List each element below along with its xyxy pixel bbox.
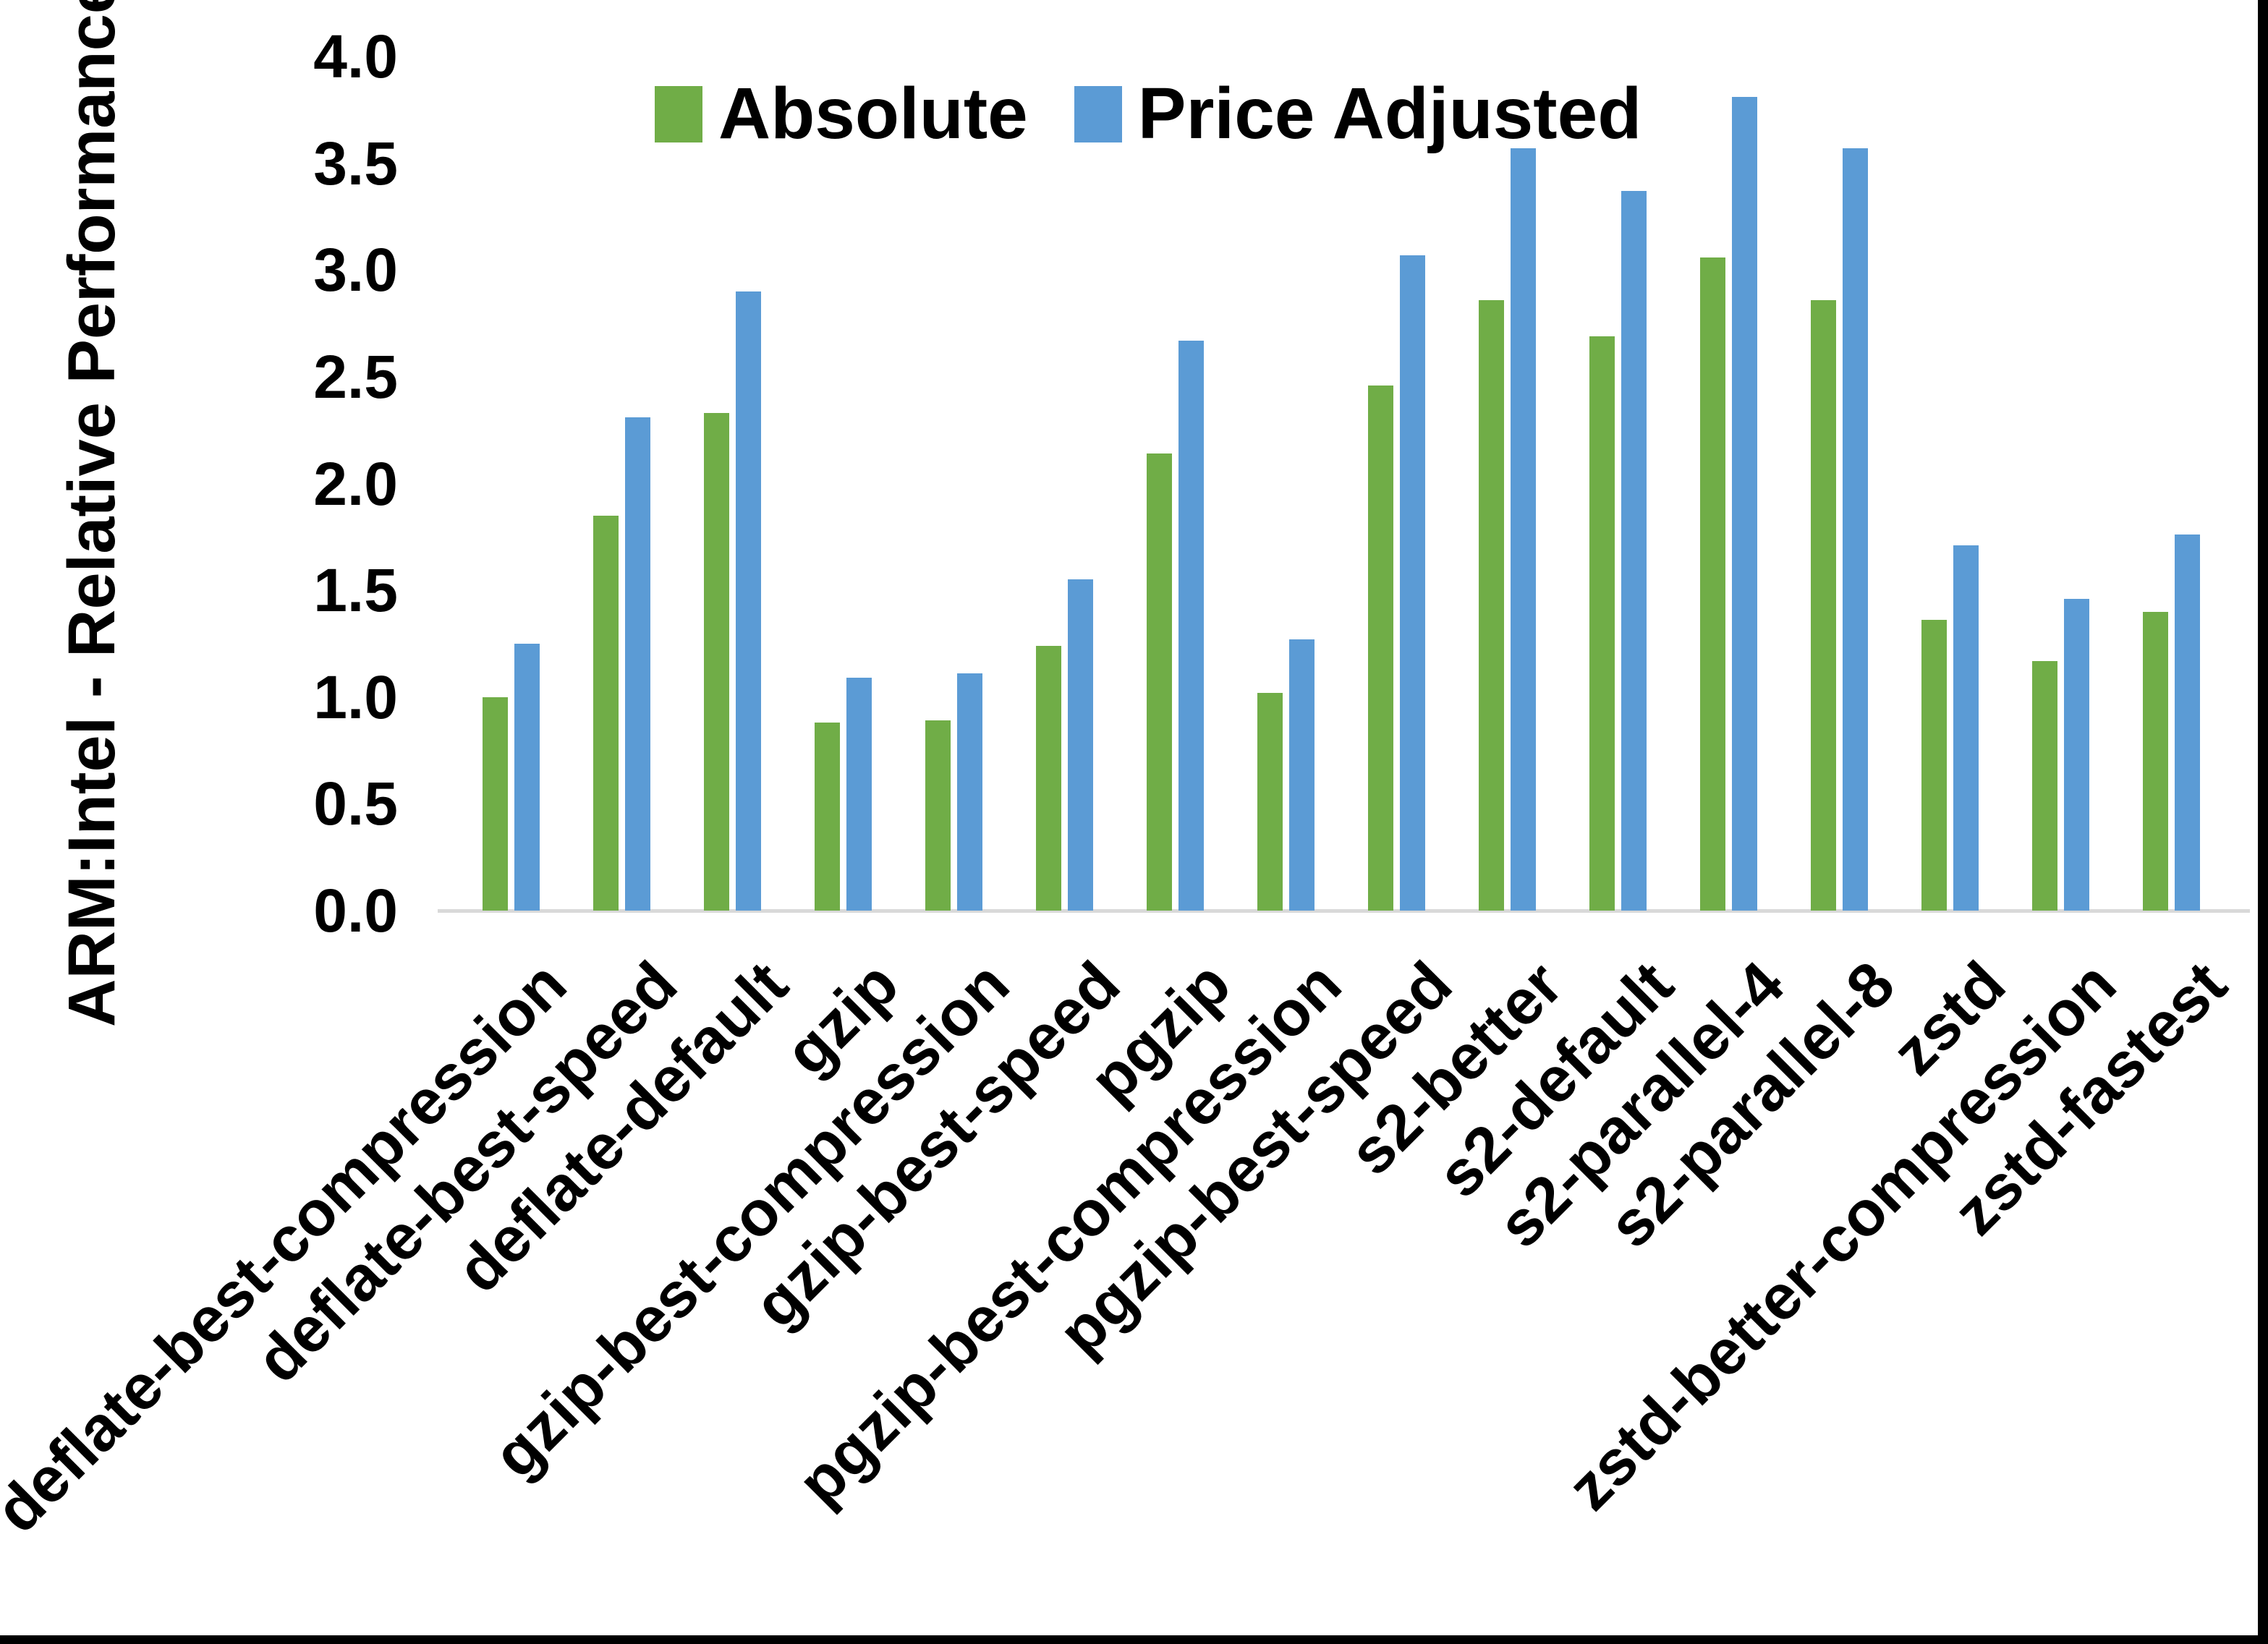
bar-deflate-best-speed-price-adjusted [625, 417, 650, 911]
y-axis-title: ARM:Intel - Relative Performance [55, 0, 129, 1027]
y-tick-label-0.0: 0.0 [313, 877, 398, 945]
bar-pgzip-price-adjusted [1178, 340, 1204, 911]
bar-s2-parallel-4-absolute [1700, 257, 1725, 911]
price-adjusted-series-swatch [1074, 85, 1122, 142]
y-tick-label-4.0: 4.0 [313, 22, 398, 90]
bar-group-deflate-best-speed [566, 56, 677, 911]
bar-gzip-best-compression-absolute [925, 720, 951, 911]
bar-zstd-fastest-absolute [2143, 611, 2168, 911]
bar-gzip-price-adjusted [846, 678, 872, 911]
bar-group-gzip-best-compression [899, 56, 1009, 911]
bar-zstd-absolute [1921, 620, 1947, 911]
y-tick-label-2.0: 2.0 [313, 449, 398, 518]
legend-item-price-adjusted: Price Adjusted [1074, 72, 1641, 156]
bar-group-s2-parallel-8 [1784, 56, 1895, 911]
bar-group-s2-default [1563, 56, 1673, 911]
bar-s2-default-price-adjusted [1621, 191, 1647, 911]
bar-deflate-best-compression-price-adjusted [514, 643, 540, 911]
bar-group-pgzip-best-compression [1231, 56, 1341, 911]
x-axis-line [438, 909, 2250, 913]
bar-deflate-best-compression-absolute [483, 697, 508, 911]
bar-s2-parallel-4-price-adjusted [1732, 97, 1757, 911]
bar-gzip-absolute [815, 723, 840, 911]
bar-group-pgzip-best-speed [1341, 56, 1452, 911]
bar-gzip-best-speed-price-adjusted [1068, 579, 1093, 911]
frame-bottom-edge [0, 1635, 2268, 1644]
y-tick-label-1.0: 1.0 [313, 663, 398, 731]
bar-gzip-best-speed-absolute [1036, 645, 1061, 911]
bar-group-s2-better [1452, 56, 1563, 911]
bar-group-zstd-fastest [2116, 56, 2227, 911]
frame-right-edge [2258, 0, 2268, 1644]
bar-pgzip-best-compression-price-adjusted [1289, 639, 1314, 911]
bar-pgzip-best-speed-absolute [1368, 385, 1393, 911]
bar-zstd-price-adjusted [1953, 545, 1979, 911]
y-tick-label-0.5: 0.5 [313, 770, 398, 838]
bar-group-deflate-default [677, 56, 788, 911]
bar-s2-parallel-8-absolute [1811, 299, 1836, 911]
legend: Absolute Price Adjusted [655, 72, 1641, 156]
bar-pgzip-absolute [1147, 453, 1172, 911]
bar-group-zstd [1895, 56, 2005, 911]
bar-gzip-best-compression-price-adjusted [957, 673, 982, 911]
bar-zstd-better-compression-absolute [2032, 660, 2057, 911]
bar-s2-better-absolute [1479, 299, 1504, 911]
bar-deflate-best-speed-absolute [593, 515, 619, 911]
legend-label-price-adjusted: Price Adjusted [1137, 73, 1642, 154]
bar-group-gzip-best-speed [1009, 56, 1120, 911]
legend-label-absolute: Absolute [718, 73, 1028, 154]
y-tick-label-1.5: 1.5 [313, 556, 398, 625]
bar-pgzip-best-compression-absolute [1257, 692, 1283, 911]
y-tick-label-2.5: 2.5 [313, 342, 398, 411]
bar-group-gzip [788, 56, 899, 911]
bar-s2-parallel-8-price-adjusted [1843, 148, 1868, 911]
absolute-series-swatch [655, 85, 702, 142]
bar-zstd-better-compression-price-adjusted [2064, 598, 2089, 911]
bar-s2-better-price-adjusted [1511, 148, 1536, 911]
bar-deflate-default-absolute [704, 413, 729, 911]
bar-pgzip-best-speed-price-adjusted [1400, 255, 1425, 911]
bar-group-pgzip [1120, 56, 1231, 911]
bar-group-zstd-better-compression [2005, 56, 2116, 911]
y-tick-label-3.0: 3.0 [313, 236, 398, 304]
bar-s2-default-absolute [1589, 336, 1615, 911]
bar-group-deflate-best-compression [456, 56, 566, 911]
bar-group-s2-parallel-4 [1673, 56, 1784, 911]
legend-item-absolute: Absolute [655, 72, 1028, 156]
bar-deflate-default-price-adjusted [736, 291, 761, 911]
bar-zstd-fastest-price-adjusted [2175, 534, 2200, 911]
y-tick-label-3.5: 3.5 [313, 129, 398, 197]
